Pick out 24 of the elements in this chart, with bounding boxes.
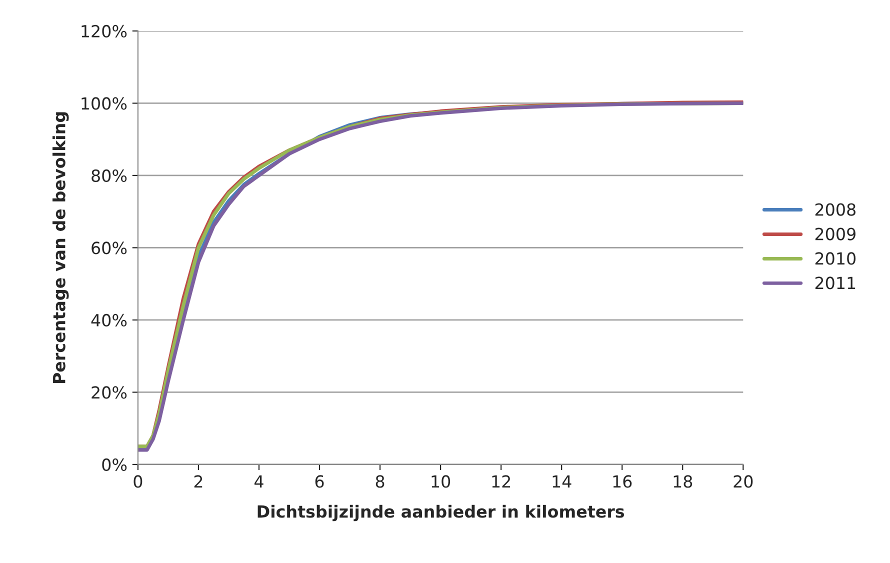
y-tick-label: 100%: [82, 97, 127, 110]
x-tick-label: 4: [254, 475, 264, 488]
y-tick-label: 60%: [92, 242, 127, 254]
x-tick-label: 10: [432, 475, 450, 488]
legend-label: 2010: [815, 252, 856, 265]
x-tick-label: 18: [674, 475, 692, 488]
y-tick-label: 120%: [82, 24, 127, 38]
x-tick-label: 20: [734, 475, 753, 488]
legend-label: 2009: [815, 228, 856, 240]
y-tick-label: 0%: [102, 458, 127, 472]
x-tick-label: 14: [552, 475, 572, 488]
y-tick-label: 20%: [92, 386, 127, 399]
x-tick-label: 2: [194, 475, 202, 488]
x-axis-title: Dichtsbijzijnde aanbieder in kilometers: [258, 504, 624, 522]
x-tick-label: 6: [315, 475, 324, 488]
legend-label: 2008: [815, 203, 856, 216]
x-tick-label: 0: [134, 475, 142, 488]
y-tick-label: 40%: [91, 314, 127, 327]
y-tick-label: 80%: [92, 169, 127, 182]
x-tick-label: 8: [376, 475, 384, 488]
legend-label: 2011: [815, 276, 856, 290]
x-tick-label: 16: [613, 475, 632, 488]
y-axis-title: Percentage van de bevolking: [52, 112, 69, 384]
x-tick-label: 12: [492, 475, 510, 488]
